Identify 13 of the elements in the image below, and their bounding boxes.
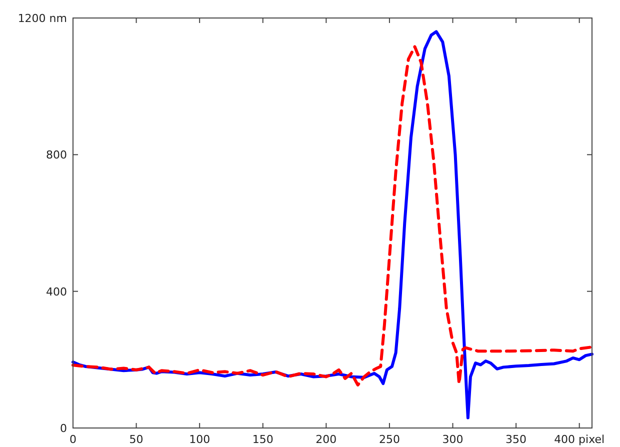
- y-tick-label: 0: [60, 422, 67, 435]
- y-tick-label: 1200 nm: [18, 12, 67, 25]
- y-tick-label: 400: [46, 285, 67, 298]
- x-tick-label: 100: [189, 433, 210, 446]
- x-tick-label: 400 pixel: [554, 433, 605, 446]
- x-tick-label: 300: [442, 433, 464, 446]
- y-tick-label: 800: [46, 148, 67, 162]
- x-tick-label: 200: [316, 433, 337, 446]
- x-tick-label: 250: [378, 433, 400, 446]
- x-tick-label: 0: [70, 433, 76, 446]
- x-tick-label: 50: [129, 433, 144, 446]
- x-tick-label: 150: [252, 433, 274, 446]
- x-tick-label: 350: [506, 433, 527, 446]
